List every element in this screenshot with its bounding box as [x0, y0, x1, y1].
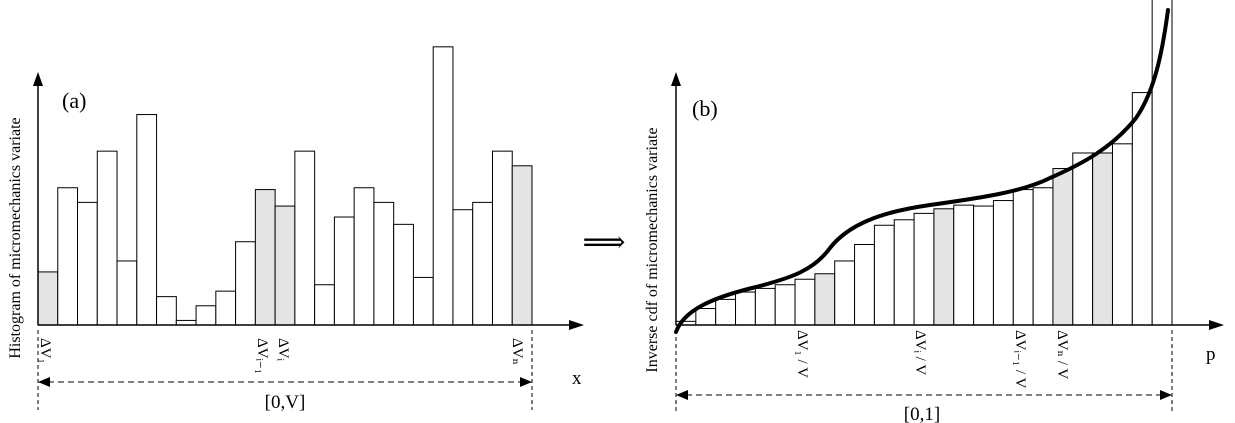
- histogram-bar: [294, 150, 316, 326]
- y-axis-arrow-a: [33, 72, 43, 86]
- tick-label-a-n: ΔVₙ: [509, 338, 525, 365]
- histogram-bar: [353, 187, 375, 326]
- inverse-cdf-bar: [1052, 168, 1074, 326]
- inverse-cdf-bar: [774, 284, 796, 326]
- histogram-bar: [254, 189, 276, 326]
- histogram-bar: [491, 150, 513, 326]
- inverse-cdf-bar: [893, 219, 915, 326]
- panel-label-a: (a): [62, 88, 86, 113]
- transform-arrow-icon: ⟹: [582, 226, 625, 259]
- histogram-bar: [314, 284, 335, 326]
- inverse-cdf-bar: [1012, 189, 1034, 326]
- inverse-cdf-bar: [1072, 152, 1094, 326]
- inverse-cdf-bar: [953, 204, 975, 326]
- inverse-cdf-bar: [754, 287, 776, 326]
- inverse-cdf-bar: [1092, 152, 1113, 326]
- range-label-b: [0,1]: [904, 404, 940, 423]
- histogram-bar: [432, 46, 454, 326]
- histogram-bar: [37, 271, 59, 326]
- range-arrowhead-a-right: [520, 377, 532, 387]
- y-axis-label-a: Histogram of micromechanics variate: [7, 117, 24, 358]
- inverse-cdf-bar: [715, 298, 737, 326]
- histogram-bar: [412, 276, 434, 326]
- inverse-cdf-bar: [992, 200, 1014, 326]
- tick-label-a-first: ΔV₁: [37, 338, 53, 364]
- range-arrowhead-b-right: [1160, 390, 1172, 400]
- inverse-cdf-bar: [834, 260, 856, 326]
- histogram-bar: [333, 216, 355, 326]
- histogram-bar: [57, 187, 79, 326]
- panel-label-b: (b): [692, 96, 718, 121]
- histogram-bar: [373, 201, 395, 326]
- histogram-bars: [37, 46, 533, 326]
- histogram-bar: [116, 260, 138, 326]
- range-label-a: [0,V]: [265, 392, 306, 413]
- inverse-cdf-bar: [1131, 92, 1153, 326]
- x-axis-arrow-b: [1209, 320, 1224, 330]
- panel-a-histogram: x (a) Histogram of micromechanics variat…: [7, 46, 584, 413]
- x-axis-label-b: p: [1206, 344, 1216, 365]
- inverse-cdf-bar: [1111, 143, 1133, 326]
- histogram-bar: [195, 305, 217, 326]
- tick-label-b-n: ΔVₙ / V: [1054, 330, 1070, 379]
- histogram-bar: [136, 114, 158, 326]
- y-axis-label-b: Inverse cdf of micromechanics variate: [644, 127, 661, 372]
- tick-label-b-i-minus-1: ΔVᵢ₋₁ / V: [1012, 330, 1028, 388]
- histogram-bar: [235, 241, 256, 326]
- inverse-cdf-bar: [854, 243, 875, 326]
- inverse-cdf-bar: [735, 291, 756, 326]
- panel-b-inverse-cdf: p (b) Inverse cdf of micromechanics vari…: [644, 0, 1224, 423]
- histogram-bar: [452, 209, 474, 326]
- inverse-cdf-bar: [913, 212, 935, 326]
- histogram-bar: [215, 290, 237, 326]
- tick-label-a-i-minus-1: ΔVᵢ₋₁: [254, 338, 270, 374]
- histogram-bar: [96, 150, 118, 326]
- histogram-bar: [472, 201, 493, 326]
- tick-label-b-first: ΔV₁ / V: [794, 330, 810, 378]
- inverse-cdf-bars: [675, 0, 1173, 326]
- inverse-cdf-bar: [933, 208, 955, 326]
- inverse-cdf-bar: [794, 278, 816, 326]
- x-axis-label-a: x: [572, 368, 582, 389]
- y-axis-arrow-b: [671, 72, 681, 86]
- range-arrowhead-b-left: [676, 390, 688, 400]
- inverse-cdf-curve: [674, 8, 1170, 334]
- inverse-cdf-bar: [973, 205, 994, 326]
- inverse-cdf-bar: [695, 308, 717, 326]
- inverse-cdf-bar: [873, 224, 895, 326]
- inverse-cdf-bar: [1032, 187, 1054, 326]
- histogram-bar: [511, 165, 533, 326]
- histogram-bar: [77, 201, 98, 326]
- histogram-bar: [156, 296, 177, 326]
- tick-label-b-i: ΔVᵢ / V: [912, 330, 928, 375]
- inverse-cdf-bar: [814, 273, 836, 326]
- range-arrowhead-a-left: [38, 377, 50, 387]
- x-axis-arrow-a: [569, 320, 584, 330]
- tick-label-a-i: ΔVᵢ: [275, 338, 291, 361]
- histogram-bar: [274, 205, 296, 326]
- histogram-bar: [393, 223, 414, 326]
